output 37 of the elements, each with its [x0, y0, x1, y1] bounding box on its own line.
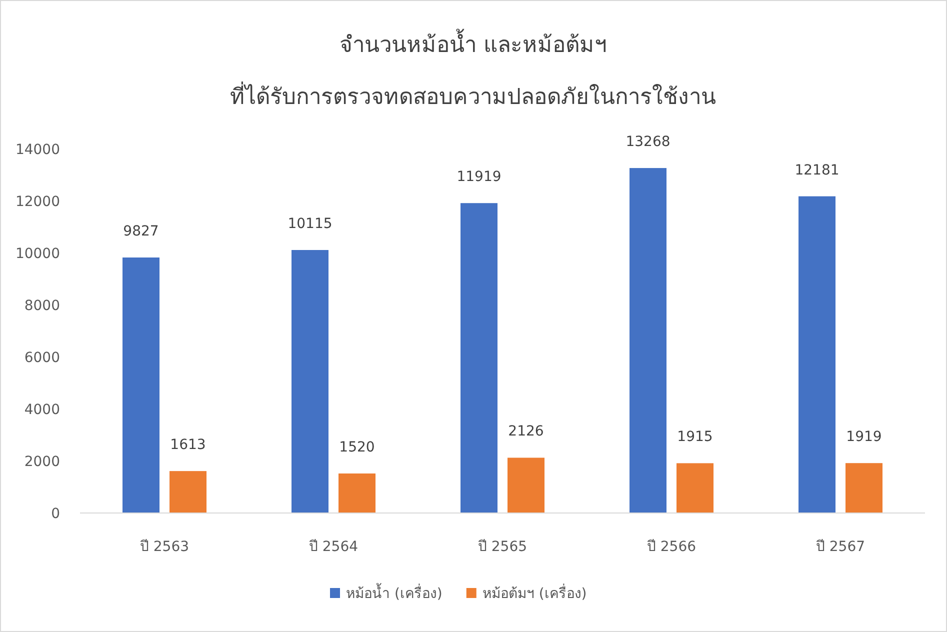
legend-label: หม้อต้มฯ (เครื่อง): [482, 584, 587, 602]
legend-label: หม้อน้ำ (เครื่อง): [346, 583, 442, 602]
data-label: 1915: [677, 429, 713, 446]
chart-title: จำนวนหม้อน้ำ และหม้อต้มฯ: [340, 29, 606, 58]
y-tick-label: 4000: [24, 402, 60, 418]
x-tick-label: ปี 2565: [478, 539, 528, 555]
bar: [508, 458, 544, 513]
data-label: 11919: [456, 169, 502, 186]
y-tick-label: 6000: [24, 350, 60, 366]
chart-subtitle: ที่ได้รับการตรวจทดสอบความปลอดภัยในการใช้งาน: [230, 81, 716, 110]
x-tick-label: ปี 2564: [308, 539, 358, 555]
bar: [338, 473, 376, 513]
bar: [460, 203, 498, 513]
y-tick-label: 0: [51, 506, 60, 522]
bar: [798, 196, 836, 513]
bar: [122, 258, 160, 513]
bar: [846, 463, 882, 513]
y-tick-label: 2000: [24, 454, 60, 470]
y-tick-label: 14000: [15, 142, 60, 158]
bar: [676, 463, 714, 513]
bar: [630, 168, 666, 513]
y-tick-label: 12000: [15, 194, 60, 210]
bar: [292, 250, 328, 513]
data-label: 12181: [794, 162, 840, 178]
bar: [170, 471, 206, 513]
data-label: 1919: [846, 429, 882, 446]
x-tick-label: ปี 2567: [816, 539, 866, 555]
data-label: 2126: [508, 424, 544, 440]
x-tick-label: ปี 2566: [646, 539, 696, 555]
data-label: 10115: [288, 216, 332, 232]
y-tick-label: 8000: [24, 298, 60, 314]
x-tick-label: ปี 2563: [140, 539, 190, 555]
data-label: 13268: [626, 134, 670, 150]
data-label: 1613: [170, 437, 206, 454]
data-label: 9827: [123, 224, 159, 240]
data-label: 1520: [339, 439, 375, 456]
y-tick-label: 10000: [15, 246, 60, 262]
